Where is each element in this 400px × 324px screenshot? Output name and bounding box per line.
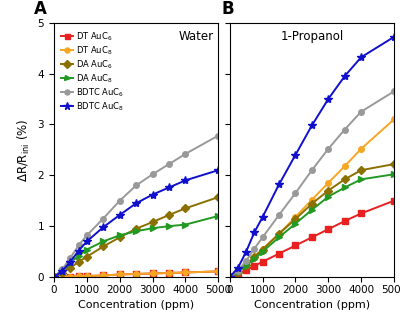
DT AuC$_6$ xyxy=(183,271,188,274)
DT AuC$_8$ xyxy=(183,271,188,274)
BDTC AuC$_6$ xyxy=(166,162,171,166)
DT AuC$_8$ xyxy=(166,271,171,275)
DT AuC$_6$ xyxy=(52,275,56,279)
BDTC AuC$_6$ xyxy=(76,244,81,248)
BDTC AuC$_8$ xyxy=(166,186,171,190)
X-axis label: Concentration (ppm): Concentration (ppm) xyxy=(254,300,370,310)
DA AuC$_6$ xyxy=(183,206,188,210)
DT AuC$_6$ xyxy=(60,275,65,279)
DT AuC$_8$ xyxy=(60,275,65,279)
BDTC AuC$_6$ xyxy=(117,199,122,203)
DA AuC$_8$ xyxy=(76,254,81,258)
Legend: DT AuC$_6$, DT AuC$_8$, DA AuC$_6$, DA AuC$_8$, BDTC AuC$_6$, BDTC AuC$_8$: DT AuC$_6$, DT AuC$_8$, DA AuC$_6$, DA A… xyxy=(60,29,124,113)
DT AuC$_8$ xyxy=(68,274,73,278)
DA AuC$_8$ xyxy=(101,239,106,243)
DT AuC$_6$ xyxy=(134,272,138,276)
DT AuC$_8$ xyxy=(52,275,56,279)
DT AuC$_8$ xyxy=(84,274,89,278)
BDTC AuC$_6$ xyxy=(216,134,221,138)
DA AuC$_6$ xyxy=(216,195,221,199)
BDTC AuC$_6$ xyxy=(68,256,73,260)
DA AuC$_6$ xyxy=(84,255,89,259)
BDTC AuC$_8$ xyxy=(52,275,56,279)
BDTC AuC$_8$ xyxy=(150,193,155,197)
BDTC AuC$_8$ xyxy=(60,269,65,273)
DA AuC$_6$ xyxy=(68,266,73,270)
X-axis label: Concentration (ppm): Concentration (ppm) xyxy=(78,300,194,310)
Text: 1-Propanol: 1-Propanol xyxy=(280,30,344,43)
Text: A: A xyxy=(34,0,47,17)
DT AuC$_6$ xyxy=(101,273,106,277)
DT AuC$_6$ xyxy=(166,271,171,275)
DT AuC$_8$ xyxy=(216,270,221,273)
Line: DT AuC$_8$: DT AuC$_8$ xyxy=(51,269,221,280)
BDTC AuC$_8$ xyxy=(76,249,81,252)
BDTC AuC$_6$ xyxy=(60,267,65,271)
Text: B: B xyxy=(222,0,234,17)
DA AuC$_8$ xyxy=(68,261,73,265)
DT AuC$_8$ xyxy=(76,274,81,278)
BDTC AuC$_6$ xyxy=(101,216,106,220)
Line: DA AuC$_6$: DA AuC$_6$ xyxy=(51,194,221,280)
BDTC AuC$_8$ xyxy=(216,168,221,172)
BDTC AuC$_6$ xyxy=(84,233,89,237)
DT AuC$_6$ xyxy=(84,274,89,278)
DA AuC$_6$ xyxy=(150,220,155,224)
DT AuC$_6$ xyxy=(76,274,81,278)
DA AuC$_8$ xyxy=(166,224,171,228)
DT AuC$_6$ xyxy=(216,270,221,273)
BDTC AuC$_8$ xyxy=(101,225,106,229)
DA AuC$_8$ xyxy=(84,248,89,251)
DA AuC$_8$ xyxy=(134,229,138,233)
Line: DT AuC$_6$: DT AuC$_6$ xyxy=(51,269,221,280)
DT AuC$_8$ xyxy=(150,272,155,275)
DT AuC$_8$ xyxy=(117,272,122,276)
DA AuC$_8$ xyxy=(117,233,122,237)
BDTC AuC$_8$ xyxy=(183,179,188,182)
BDTC AuC$_6$ xyxy=(134,183,138,187)
DA AuC$_6$ xyxy=(76,260,81,264)
BDTC AuC$_6$ xyxy=(183,152,188,156)
DT AuC$_8$ xyxy=(134,272,138,276)
Text: Water: Water xyxy=(178,30,213,43)
BDTC AuC$_8$ xyxy=(68,260,73,264)
DA AuC$_8$ xyxy=(183,223,188,226)
DA AuC$_6$ xyxy=(166,213,171,217)
DA AuC$_8$ xyxy=(60,269,65,273)
BDTC AuC$_8$ xyxy=(134,201,138,205)
DT AuC$_8$ xyxy=(101,273,106,277)
DA AuC$_6$ xyxy=(134,227,138,231)
DA AuC$_6$ xyxy=(60,271,65,275)
Line: BDTC AuC$_8$: BDTC AuC$_8$ xyxy=(50,166,222,281)
DA AuC$_8$ xyxy=(216,214,221,218)
Line: DA AuC$_8$: DA AuC$_8$ xyxy=(51,213,221,280)
DA AuC$_6$ xyxy=(117,236,122,239)
DA AuC$_6$ xyxy=(52,275,56,279)
BDTC AuC$_6$ xyxy=(150,172,155,176)
Y-axis label: $\Delta$R/R$_{\mathrm{ini}}$ (%): $\Delta$R/R$_{\mathrm{ini}}$ (%) xyxy=(16,118,32,181)
BDTC AuC$_6$ xyxy=(52,275,56,279)
DA AuC$_8$ xyxy=(150,226,155,230)
DT AuC$_6$ xyxy=(150,272,155,275)
DA AuC$_6$ xyxy=(101,245,106,249)
DT AuC$_6$ xyxy=(117,272,122,276)
BDTC AuC$_8$ xyxy=(117,213,122,217)
BDTC AuC$_8$ xyxy=(84,239,89,243)
DA AuC$_8$ xyxy=(52,275,56,279)
DT AuC$_6$ xyxy=(68,274,73,278)
Line: BDTC AuC$_6$: BDTC AuC$_6$ xyxy=(51,133,221,280)
